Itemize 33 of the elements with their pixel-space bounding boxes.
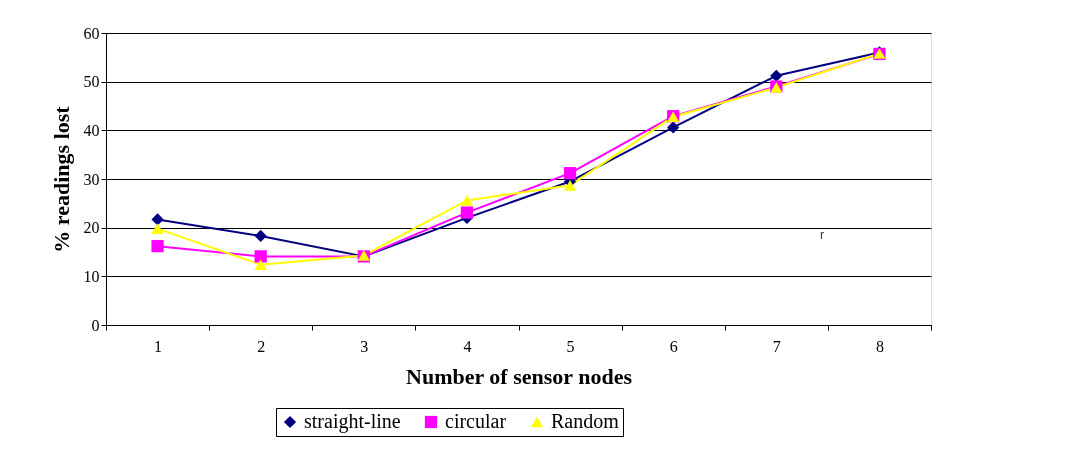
x-tick-label: 3 [360, 337, 369, 355]
x-tick-label: 7 [772, 337, 781, 355]
x-tick-label: 1 [154, 337, 163, 355]
point [151, 240, 164, 253]
point [460, 206, 474, 219]
x-tick-label: 2 [257, 337, 266, 355]
y-tick-label: 30 [83, 170, 100, 188]
x-tick-label: 5 [566, 337, 575, 355]
x-tick-label: 8 [875, 337, 884, 355]
legend-label: circular [445, 410, 507, 432]
y-tick-label: 10 [83, 267, 100, 285]
point [254, 259, 267, 270]
x-axis-title: Number of sensor nodes [406, 363, 633, 389]
y-tick-label: 50 [83, 73, 100, 91]
point [563, 167, 577, 180]
x-tick-label: 6 [669, 337, 678, 355]
y-tick-label: 20 [83, 219, 100, 237]
y-tick-label: 60 [83, 24, 100, 42]
annotation: r [820, 228, 824, 242]
y-axis-title: % readings lost [48, 105, 74, 253]
legend-label: Random [551, 410, 620, 432]
point [460, 195, 474, 206]
point [770, 69, 783, 82]
y-tick-label: 40 [83, 121, 100, 139]
point [151, 213, 164, 226]
point [254, 229, 267, 243]
point [667, 121, 680, 134]
legend-label: straight-line [304, 410, 401, 433]
x-tick-label: 4 [463, 337, 472, 355]
point [151, 223, 164, 234]
point [254, 250, 267, 263]
point [563, 180, 577, 191]
y-tick-label: 0 [91, 316, 100, 334]
